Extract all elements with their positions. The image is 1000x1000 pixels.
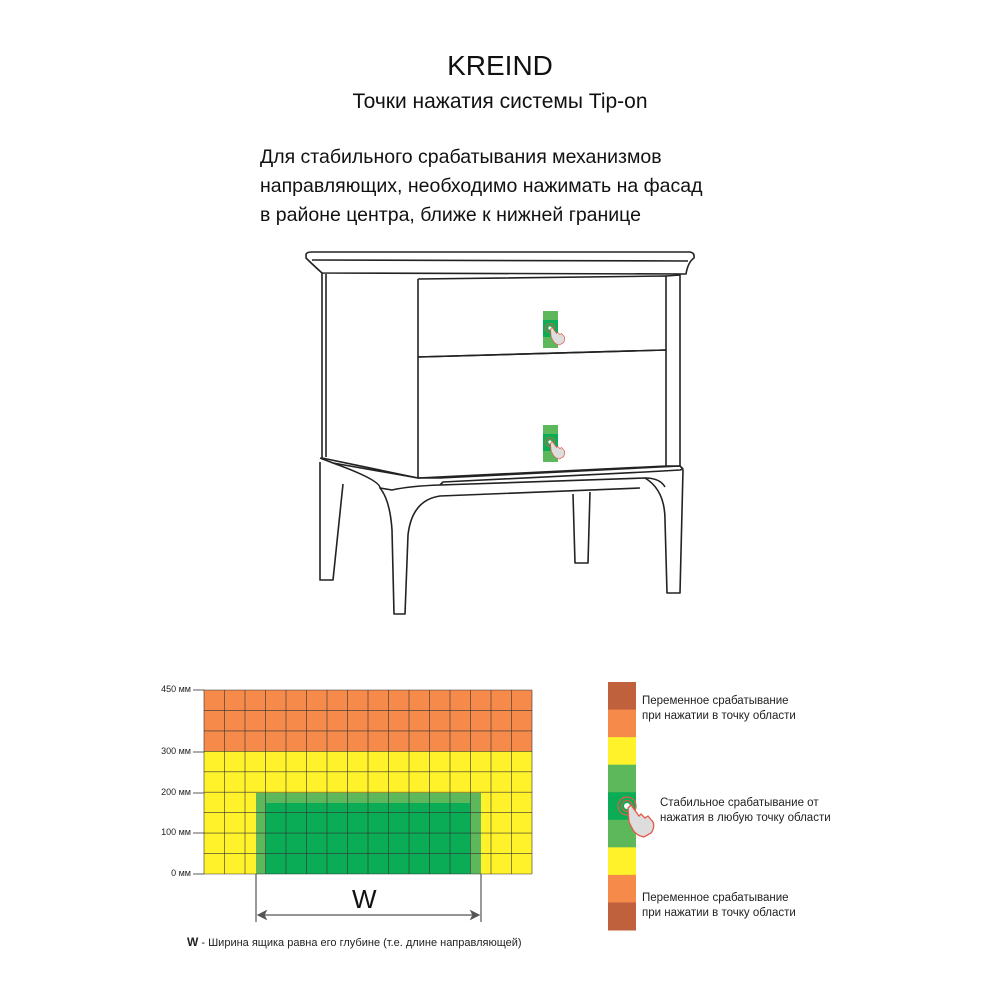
hand-press-icon (617, 796, 655, 838)
leg-back-left (319, 462, 344, 581)
width-letter: W (352, 884, 377, 914)
note-letter: W (187, 935, 199, 949)
legend-segment (608, 847, 636, 876)
instruction-text: Для стабильного срабатывания механизмов … (260, 143, 703, 230)
legend-bar (608, 682, 655, 931)
side-panel (321, 273, 419, 479)
leg-front-left (379, 487, 641, 615)
hand-press-icon (544, 436, 566, 460)
hand (627, 804, 655, 838)
y-label: 0 мм (171, 868, 191, 878)
ripple (544, 436, 556, 448)
legend-segment (608, 709, 636, 738)
legend-line: Переменное срабатывание (642, 695, 789, 707)
right-post (665, 274, 681, 467)
legend-segment (608, 764, 636, 793)
ripple (617, 796, 637, 816)
legend-line: нажатия в любую точку области (660, 812, 831, 824)
legend-segment (608, 902, 636, 931)
y-label: 100 мм (161, 827, 191, 837)
press-zone-markers (543, 311, 566, 462)
hand (550, 440, 566, 460)
nightstand-drawing (305, 251, 695, 615)
instruction-line: в районе центра, ближе к нижней границе (260, 204, 641, 226)
hand-press-icon (544, 322, 566, 346)
ripple (544, 322, 556, 334)
instruction-line: Для стабильного срабатывания механизмов (260, 146, 662, 168)
legend-variable-top: Переменное срабатывание при нажатии в то… (642, 694, 796, 724)
note-text: - Ширина ящика равна его глубине (т.е. д… (198, 937, 522, 949)
legend-variable-bottom: Переменное срабатывание при нажатии в то… (642, 891, 796, 921)
y-label: 300 мм (161, 746, 191, 756)
legend-segment (608, 737, 636, 766)
base-rail (319, 457, 684, 486)
leg-back-right (572, 491, 591, 564)
zone-grid (193, 689, 533, 875)
y-label: 200 мм (161, 787, 191, 797)
leg-front-right (644, 469, 684, 594)
hand (550, 326, 566, 346)
width-note: W - Ширина ящика равна его глубине (т.е.… (187, 935, 522, 949)
tabletop (305, 251, 695, 275)
legend-line: Стабильное срабатывание от (660, 797, 819, 809)
brand-title: KREIND (447, 50, 553, 81)
legend-line: Переменное срабатывание (642, 892, 789, 904)
subtitle: Точки нажатия системы Tip-on (352, 90, 648, 113)
y-label: 450 мм (161, 684, 191, 694)
legend-stable: Стабильное срабатывание от нажатия в люб… (660, 796, 831, 826)
instruction-line: направляющих, необходимо нажимать на фас… (260, 175, 703, 197)
drawer-bottom (417, 349, 667, 479)
legend-line: при нажатии в точку области (642, 907, 796, 919)
legend-line: при нажатии в точку области (642, 710, 796, 722)
w-dimension (255, 874, 482, 922)
legend-segment (608, 682, 636, 711)
drawer-top (417, 275, 667, 358)
legend-segment (608, 874, 636, 903)
